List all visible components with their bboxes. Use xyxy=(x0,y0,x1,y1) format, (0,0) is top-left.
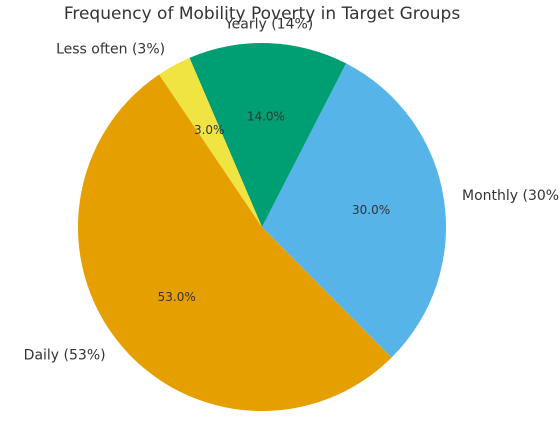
slice-percent-2: 14.0% xyxy=(247,110,285,124)
chart-title: Frequency of Mobility Poverty in Target … xyxy=(64,4,461,24)
pie-slice-0 xyxy=(77,74,392,412)
slice-percent-0: 53.0% xyxy=(158,290,196,304)
pie-slice-2 xyxy=(189,42,347,227)
slice-percent-1: 30.0% xyxy=(352,203,390,217)
slice-label-0: Daily (53%) xyxy=(24,348,106,364)
slice-label-1: Monthly (30%) xyxy=(462,188,560,204)
pie-slice-3 xyxy=(159,57,262,227)
pie-slices xyxy=(77,42,446,412)
slice-percent-3: 3.0% xyxy=(194,123,225,137)
pie-labels: Daily (53%) 53.0% Monthly (30%) 30.0% Yearly… xyxy=(24,17,560,364)
pie-slice-1 xyxy=(262,63,446,358)
slice-label-3: Less often (3%) xyxy=(56,41,165,57)
slice-label-2: Yearly (14%) xyxy=(224,17,313,33)
